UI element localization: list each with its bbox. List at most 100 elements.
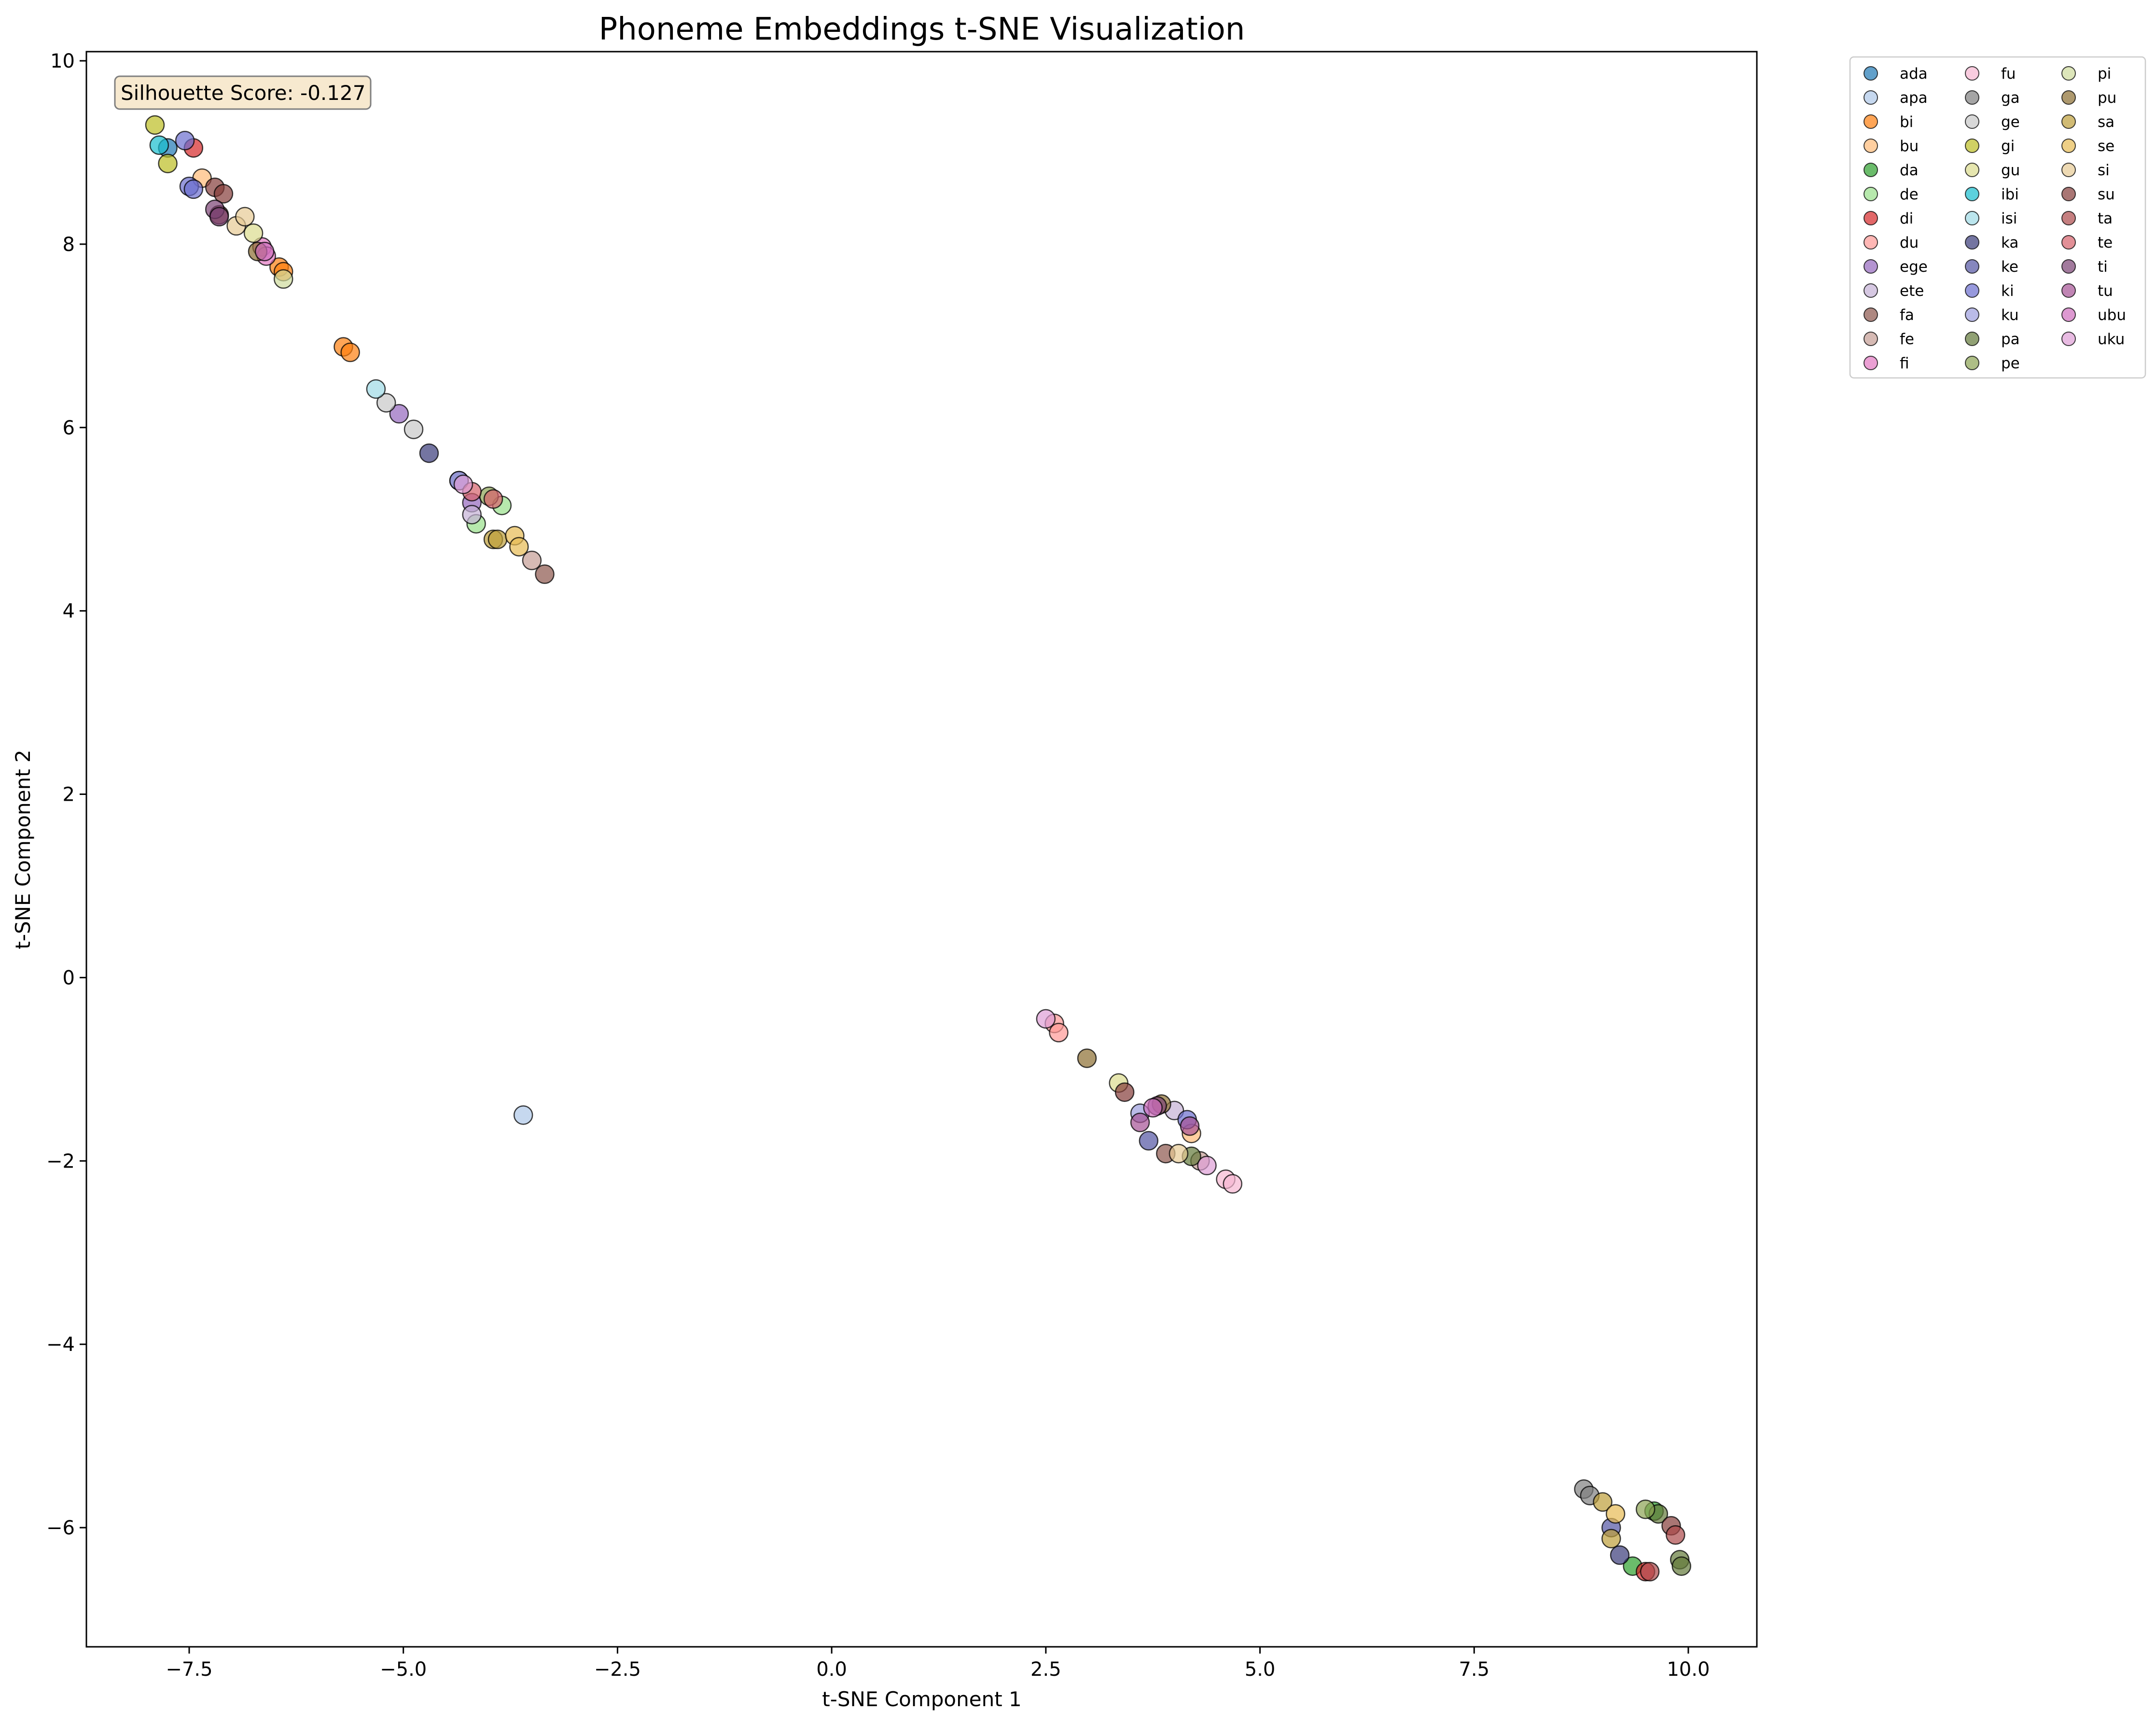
x-tick-label: −7.5: [166, 1658, 212, 1681]
legend-label: su: [2098, 186, 2115, 203]
legend-marker: [1864, 356, 1878, 370]
point-bi: [340, 342, 360, 362]
y-axis-ticks: −6 −4 −2 0 2 4 6 8 10: [46, 50, 86, 1539]
legend-marker: [2061, 307, 2076, 322]
x-axis-label: t-SNE Component 1: [822, 1687, 1022, 1711]
x-tick-label: 2.5: [1030, 1658, 1061, 1681]
legend-marker: [1965, 90, 1979, 105]
y-tick-label: 8: [63, 234, 75, 256]
legend-label: ge: [2001, 113, 2020, 131]
legend-label: uku: [2098, 331, 2125, 348]
legend-marker: [1965, 211, 1979, 225]
point-si: [1168, 1143, 1189, 1164]
legend-label: fu: [2001, 65, 2016, 83]
legend-marker: [1965, 259, 1979, 274]
y-tick-label: 6: [63, 417, 75, 439]
point-pe: [1636, 1499, 1655, 1519]
legend-marker: [1864, 211, 1878, 225]
legend-marker: [2061, 211, 2076, 225]
y-tick-label: −2: [46, 1150, 75, 1172]
legend-marker: [1965, 114, 1979, 129]
point-ta: [1666, 1525, 1685, 1545]
legend-marker: [2061, 139, 2076, 153]
chart-title: Phoneme Embeddings t-SNE Visualization: [599, 12, 1245, 47]
legend-label: te: [2098, 234, 2113, 251]
point-ka: [419, 443, 439, 463]
legend-frame: [1849, 56, 2146, 379]
point-ka: [1610, 1545, 1630, 1565]
legend-label: ada: [1900, 65, 1928, 83]
legend-label: ku: [2001, 306, 2019, 324]
point-su: [213, 184, 234, 204]
point-ki: [183, 179, 204, 199]
legend-marker: [1864, 90, 1878, 105]
point-ubu: [1143, 1098, 1163, 1118]
legend-label: bi: [1900, 113, 1913, 131]
legend-label: pi: [2098, 65, 2111, 83]
point-uku: [1036, 1009, 1056, 1029]
point-tu: [1180, 1116, 1200, 1136]
point-isi: [366, 379, 386, 399]
point-gi: [158, 153, 178, 173]
legend-label: da: [1900, 162, 1919, 179]
x-tick-label: −5.0: [380, 1658, 427, 1681]
point-te: [483, 489, 503, 509]
x-tick-label: 5.0: [1245, 1658, 1276, 1681]
y-axis-label: t-SNE Component 2: [11, 750, 35, 949]
legend-label: sa: [2098, 113, 2114, 131]
point-ki: [175, 130, 195, 151]
point-uku: [1197, 1155, 1217, 1176]
point-sa: [1593, 1492, 1613, 1512]
point-sa: [487, 529, 508, 549]
legend-label: si: [2098, 162, 2110, 179]
point-ti: [209, 207, 229, 227]
point-si: [235, 207, 255, 227]
point-uku: [453, 474, 473, 494]
legend-marker: [1965, 139, 1979, 153]
legend-marker: [1864, 283, 1878, 298]
legend-label: gi: [2001, 138, 2015, 155]
point-apa: [513, 1105, 533, 1125]
legend-label: gu: [2001, 162, 2020, 179]
legend-marker: [1864, 66, 1878, 81]
point-ke: [1139, 1131, 1159, 1151]
legend-marker: [1864, 139, 1878, 153]
legend-label: di: [1900, 210, 1913, 227]
y-tick-label: 4: [63, 600, 75, 623]
silhouette-annotation: Silhouette Score: -0.127: [114, 75, 372, 110]
point-ge: [376, 393, 396, 413]
point-tu: [1130, 1113, 1150, 1132]
annotation-box: [114, 75, 372, 110]
legend-label: ki: [2001, 282, 2014, 300]
y-tick-label: −6: [46, 1517, 75, 1539]
point-pa: [1671, 1556, 1692, 1576]
annotation-text: Silhouette Score: -0.127: [121, 81, 365, 105]
legend-label: ibi: [2001, 186, 2019, 203]
point-ege: [389, 404, 409, 424]
legend-label: apa: [1900, 89, 1928, 107]
legend-label: bu: [1900, 138, 1919, 155]
y-tick-label: 2: [63, 784, 75, 806]
legend-marker: [1965, 235, 1979, 250]
legend-marker: [1864, 187, 1878, 201]
point-ta: [1640, 1561, 1660, 1582]
point-gu: [243, 223, 264, 243]
y-tick-label: −4: [46, 1334, 75, 1356]
point-fe: [522, 550, 542, 570]
legend-marker: [2061, 332, 2076, 346]
legend-label: tu: [2098, 282, 2113, 300]
legend-marker: [1864, 332, 1878, 346]
point-su: [1114, 1082, 1135, 1102]
point-ubu: [254, 241, 275, 262]
point-fu: [1223, 1174, 1243, 1194]
legend-marker: [1965, 163, 1979, 177]
legend-marker: [2061, 187, 2076, 201]
legend-marker: [2061, 283, 2076, 298]
legend-label: pa: [2001, 331, 2020, 348]
x-tick-label: 10.0: [1667, 1658, 1710, 1681]
x-tick-label: −2.5: [594, 1658, 641, 1681]
point-ge: [403, 419, 424, 439]
legend-marker: [1864, 235, 1878, 250]
legend-marker: [1864, 114, 1878, 129]
